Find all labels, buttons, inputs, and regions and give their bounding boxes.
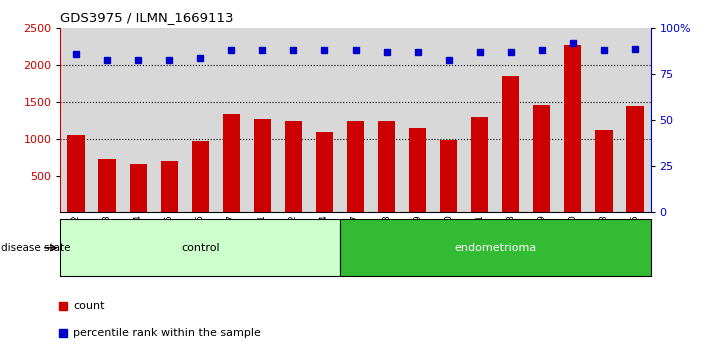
Bar <box>254 119 271 212</box>
Bar <box>60 28 92 212</box>
Bar <box>278 28 309 212</box>
Bar <box>526 28 557 212</box>
Bar <box>402 28 433 212</box>
Bar <box>378 121 395 212</box>
Text: disease state: disease state <box>1 243 70 253</box>
Bar <box>185 28 215 212</box>
Bar <box>223 114 240 212</box>
Bar <box>309 28 340 212</box>
Bar <box>247 28 278 212</box>
Bar <box>471 118 488 212</box>
Bar <box>371 28 402 212</box>
Bar <box>340 219 651 276</box>
Bar <box>129 164 146 212</box>
Bar <box>68 135 85 212</box>
Bar <box>409 129 426 212</box>
Bar <box>192 141 209 212</box>
Bar <box>285 121 302 212</box>
Bar <box>99 159 116 212</box>
Bar <box>347 121 364 212</box>
Text: count: count <box>73 301 105 311</box>
Bar <box>557 28 589 212</box>
Bar <box>464 28 496 212</box>
Text: endometrioma: endometrioma <box>454 243 536 253</box>
Bar <box>340 28 371 212</box>
Bar <box>440 139 457 212</box>
Bar <box>496 28 526 212</box>
Bar <box>626 105 643 212</box>
Bar <box>595 130 612 212</box>
Text: percentile rank within the sample: percentile rank within the sample <box>73 328 262 338</box>
Bar <box>316 132 333 212</box>
Bar <box>122 28 154 212</box>
Bar <box>154 28 185 212</box>
Bar <box>619 28 651 212</box>
Bar <box>433 28 464 212</box>
Bar <box>161 161 178 212</box>
Bar <box>589 28 619 212</box>
Text: GDS3975 / ILMN_1669113: GDS3975 / ILMN_1669113 <box>60 11 234 24</box>
Bar <box>215 28 247 212</box>
Bar <box>92 28 122 212</box>
Bar <box>533 105 550 212</box>
Bar <box>565 45 582 212</box>
Bar <box>60 219 340 276</box>
Text: control: control <box>181 243 220 253</box>
Bar <box>502 76 519 212</box>
